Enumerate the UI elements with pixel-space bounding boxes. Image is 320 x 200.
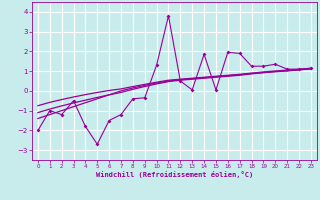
X-axis label: Windchill (Refroidissement éolien,°C): Windchill (Refroidissement éolien,°C) — [96, 171, 253, 178]
